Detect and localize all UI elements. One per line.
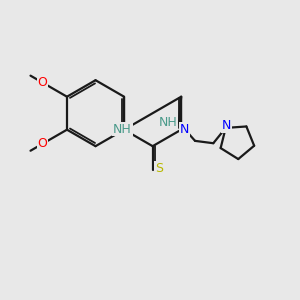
Text: O: O — [38, 76, 47, 89]
Text: NH: NH — [113, 123, 132, 136]
Text: NH: NH — [158, 116, 177, 129]
Text: S: S — [155, 162, 163, 175]
Text: O: O — [38, 137, 47, 150]
Text: N: N — [222, 119, 232, 132]
Text: N: N — [180, 123, 189, 136]
